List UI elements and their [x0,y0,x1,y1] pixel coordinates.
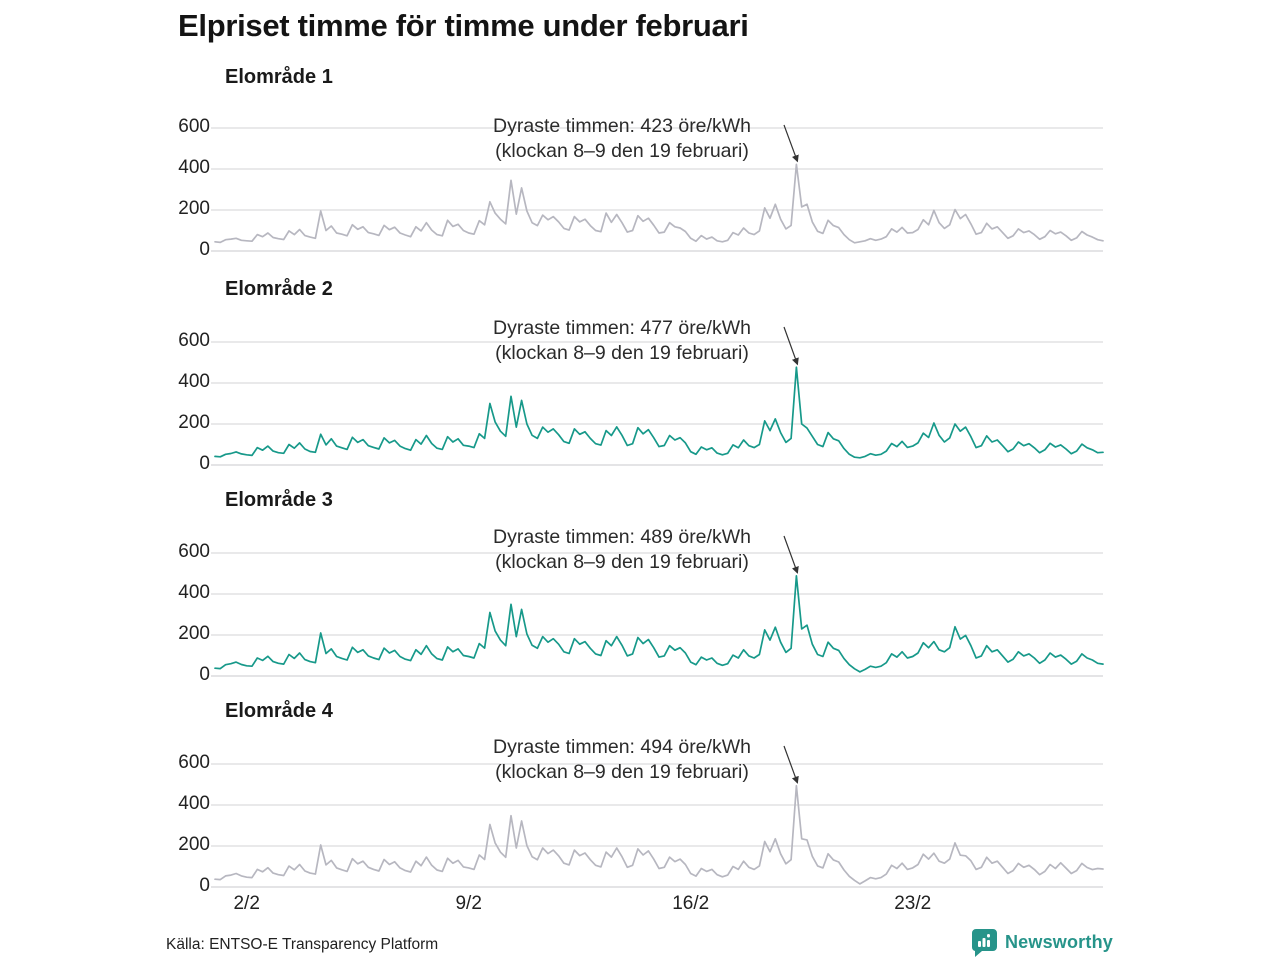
y-axis-tick-label: 200 [178,198,210,219]
price-line [214,784,1104,885]
y-axis-tick-label: 0 [199,453,210,474]
price-line-chart [211,124,1104,252]
y-axis-tick-label: 600 [178,541,210,562]
newsworthy-logo: Newsworthy [971,928,1113,957]
x-axis-tick-label: 23/2 [894,893,932,914]
peak-annotation-line: Dyraste timmen: 494 öre/kWh [493,736,751,758]
annotation-arrow [783,326,799,366]
y-axis-tick-label: 0 [199,875,210,896]
chart-subtitle: Elområde 4 [225,700,333,722]
price-line [214,366,1104,459]
x-axis-tick-label: 16/2 [672,893,710,914]
peak-annotation-line: Dyraste timmen: 477 öre/kWh [493,317,751,339]
x-axis-tick-label: 2/2 [233,893,260,914]
y-axis-tick-label: 0 [199,239,210,260]
y-axis-tick-label: 400 [178,371,210,392]
annotation-arrow [783,535,799,574]
annotation-arrow [783,124,799,163]
peak-annotation-line: (klockan 8–9 den 19 februari) [495,342,749,364]
y-axis-tick-label: 600 [178,116,210,137]
y-axis-tick-label: 600 [178,330,210,351]
price-line-chart [211,535,1104,677]
peak-annotation-line: Dyraste timmen: 423 öre/kWh [493,115,751,137]
price-line [214,574,1104,673]
y-axis-tick-label: 600 [178,752,210,773]
y-axis-tick-label: 200 [178,623,210,644]
page-title: Elpriset timme för timme under februari [178,8,749,43]
x-axis-tick-label: 9/2 [455,893,482,914]
peak-annotation-line: (klockan 8–9 den 19 februari) [495,551,749,573]
peak-annotation-line: (klockan 8–9 den 19 februari) [495,761,749,783]
price-line-chart [211,326,1104,466]
chart-subtitle: Elområde 1 [225,66,333,88]
y-axis-tick-label: 400 [178,582,210,603]
y-axis-tick-label: 0 [199,664,210,685]
price-line-chart [211,745,1104,888]
newsworthy-wordmark: Newsworthy [1004,932,1113,952]
chart-subtitle: Elområde 3 [225,489,333,511]
peak-annotation-line: Dyraste timmen: 489 öre/kWh [493,526,751,548]
price-line [214,163,1104,244]
y-axis-tick-label: 400 [178,157,210,178]
y-axis-tick-label: 200 [178,412,210,433]
annotation-arrow [783,745,799,784]
y-axis-tick-label: 200 [178,834,210,855]
chart-subtitle: Elområde 2 [225,278,333,300]
source-note: Källa: ENTSO-E Transparency Platform [166,936,439,953]
peak-annotation-line: (klockan 8–9 den 19 februari) [495,140,749,162]
y-axis-tick-label: 400 [178,793,210,814]
newsworthy-bubble-icon [971,929,997,957]
